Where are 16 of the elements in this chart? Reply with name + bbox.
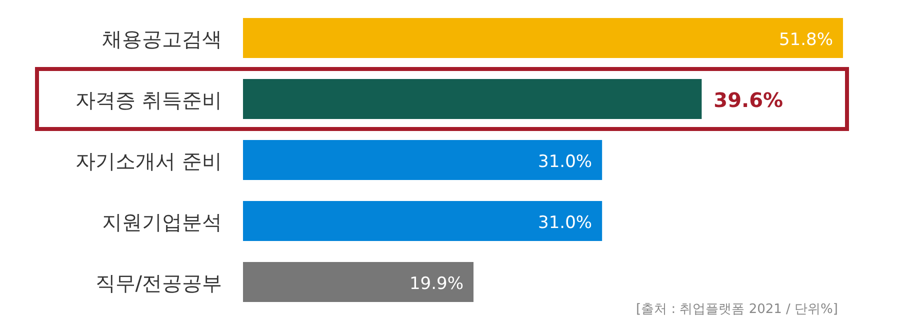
annotation: 39.6%	[714, 88, 784, 112]
y-tick-label: 지원기업분석	[102, 210, 222, 234]
bar	[243, 79, 702, 119]
annotation: [출처 : 취업플랫폼 2021 / 단위%]	[636, 302, 838, 317]
data-label: 51.8%	[778, 30, 833, 50]
bar	[243, 262, 474, 302]
y-tick-label: 자기소개서 준비	[76, 149, 222, 173]
bar	[243, 18, 843, 58]
data-label: 31.0%	[538, 152, 592, 172]
y-tick-label: 채용공고검색	[102, 27, 222, 51]
y-tick-label: 자격증 취득준비	[76, 88, 222, 112]
bar	[243, 140, 602, 180]
bar	[243, 201, 602, 241]
y-tick-label: 직무/전공공부	[95, 271, 222, 295]
data-label: 19.9%	[409, 274, 464, 294]
data-label: 31.0%	[538, 213, 592, 233]
